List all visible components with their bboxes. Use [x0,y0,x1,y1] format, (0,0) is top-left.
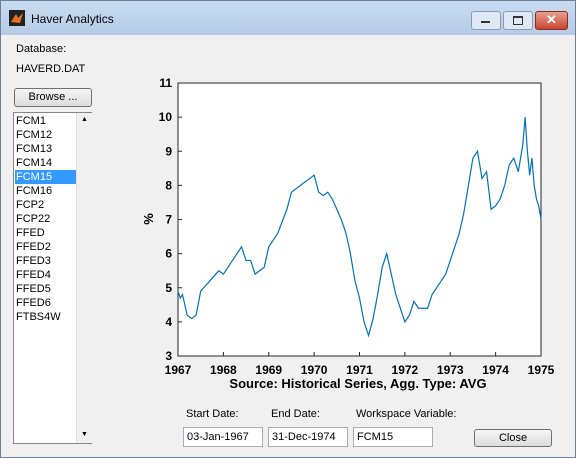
x-tick-label: 1971 [346,363,373,377]
y-tick-label: 5 [165,281,172,295]
list-item[interactable]: FCM15 [15,170,77,184]
y-tick-label: 4 [165,315,172,329]
start-date-input[interactable]: 03-Jan-1967 [183,427,263,447]
title-bar: Haver Analytics ✕ [1,1,575,35]
close-button[interactable]: Close [474,429,552,447]
start-date-label: Start Date: [186,408,239,420]
end-date-input[interactable]: 31-Dec-1974 [268,427,348,447]
x-axis-label: Source: Historical Series, Agg. Type: AV… [229,376,486,391]
close-window-button[interactable]: ✕ [535,11,568,30]
window-title: Haver Analytics [31,12,114,26]
series-listbox[interactable]: FTBS4W FFED6 FFED5 FFED4 FFED3 FFED2 FFED FCP22… [13,112,92,444]
chart: Source: Historical Series, Agg. Type: AV… [141,76,555,391]
x-tick-label: 1973 [437,363,464,377]
list-item[interactable]: FCP2 [16,199,45,211]
x-tick-label: 1967 [165,363,192,377]
browse-button[interactable]: Browse ... [14,88,92,107]
list-item[interactable]: FFED [16,227,45,239]
y-tick-label: 8 [165,178,172,192]
list-item[interactable]: FCM12 [16,129,53,141]
database-label: Database: [16,43,67,55]
y-tick-label: 10 [159,110,173,124]
list-item[interactable]: FCP22 [16,213,51,225]
end-date-label: End Date: [271,408,320,420]
y-tick-label: 11 [159,76,172,90]
database-value: HAVERD.DAT [16,63,86,75]
y-tick-label: 7 [165,213,172,227]
x-tick-label: 1968 [210,363,237,377]
y-axis-label: % [141,213,156,225]
scrollbar[interactable]: ▲ ▼ [76,113,92,443]
x-tick-label: 1970 [301,363,328,377]
app-icon [9,10,25,26]
data-line [177,117,542,338]
workspace-variable-label: Workspace Variable: [356,408,457,420]
list-item[interactable]: FFED5 [16,283,51,295]
list-item[interactable]: FFED3 [16,255,51,267]
x-tick-label: 1972 [392,363,419,377]
y-tick-label: 9 [165,144,172,158]
x-tick-label: 1969 [255,363,282,377]
y-tick-label: 6 [165,247,172,261]
plot-area [177,82,542,357]
x-tick-label: 1975 [528,363,555,377]
list-item[interactable]: FFED2 [16,241,51,253]
x-tick-label: 1974 [482,363,509,377]
list-item[interactable]: FFED6 [16,297,51,309]
workspace-variable-input[interactable]: FCM15 [353,427,433,447]
maximize-button[interactable] [503,11,533,30]
minimize-button[interactable] [471,11,501,30]
list-item[interactable]: FCM13 [16,143,53,155]
list-item[interactable]: FFED4 [16,269,51,281]
y-tick-label: 3 [165,349,172,363]
list-item[interactable]: FCM16 [16,185,53,197]
list-item[interactable]: FTBS4W [16,311,61,323]
list-item[interactable]: FCM1 [16,115,46,127]
list-item[interactable]: FCM14 [16,157,53,169]
